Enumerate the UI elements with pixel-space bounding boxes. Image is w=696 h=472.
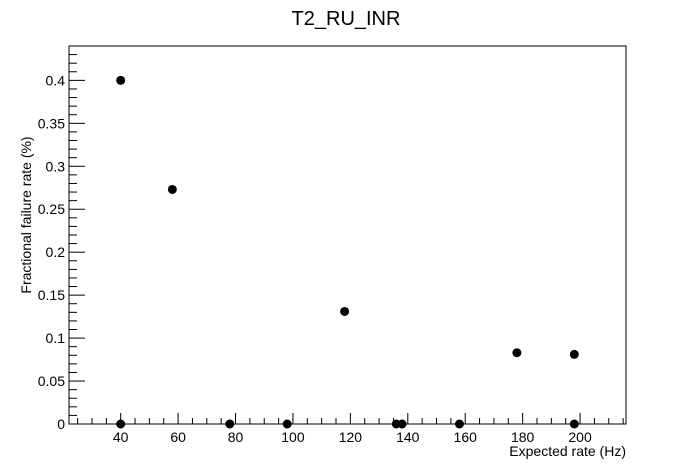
- x-tick-label: 200: [568, 429, 592, 445]
- x-tick-label: 180: [511, 429, 535, 445]
- data-point: [340, 306, 350, 316]
- data-point: [569, 419, 579, 429]
- y-tick-label: 0.25: [38, 201, 65, 217]
- y-tick-labels: 0 0.05 0.1 0.15 0.2 0.25 0.3 0.35 0.4: [38, 72, 65, 432]
- x-tick-label: 140: [396, 429, 420, 445]
- x-tick-labels: 40 60 80 100 120 140 160 180 200: [113, 429, 592, 445]
- data-point: [282, 419, 292, 429]
- plot-frame: [68, 45, 627, 425]
- y-tick-label: 0.2: [46, 244, 66, 260]
- data-points: [116, 75, 579, 429]
- axis-ticks: [69, 45, 624, 425]
- x-tick-label: 120: [339, 429, 363, 445]
- y-tick-label: 0.3: [46, 158, 66, 174]
- y-tick-label: 0.35: [38, 115, 65, 131]
- y-axis-label: Fractional failure rate (%): [18, 136, 34, 293]
- data-point: [454, 419, 464, 429]
- data-point: [512, 348, 522, 358]
- x-tick-label: 100: [281, 429, 305, 445]
- y-tick-label: 0.05: [38, 373, 65, 389]
- data-point: [116, 75, 126, 85]
- y-tick-label: 0.1: [46, 330, 66, 346]
- x-tick-label: 160: [454, 429, 478, 445]
- data-point: [569, 349, 579, 359]
- y-tick-label: 0.15: [38, 287, 65, 303]
- data-point: [116, 419, 126, 429]
- chart-title: T2_RU_INR: [292, 8, 401, 30]
- x-tick-label: 60: [170, 429, 186, 445]
- x-tick-label: 40: [113, 429, 129, 445]
- y-tick-label: 0.4: [46, 72, 66, 88]
- data-point: [225, 419, 235, 429]
- x-axis-label: Expected rate (Hz): [509, 443, 626, 459]
- data-point: [167, 184, 177, 194]
- x-tick-label: 80: [228, 429, 244, 445]
- y-tick-label: 0: [57, 416, 65, 432]
- data-point: [397, 419, 407, 429]
